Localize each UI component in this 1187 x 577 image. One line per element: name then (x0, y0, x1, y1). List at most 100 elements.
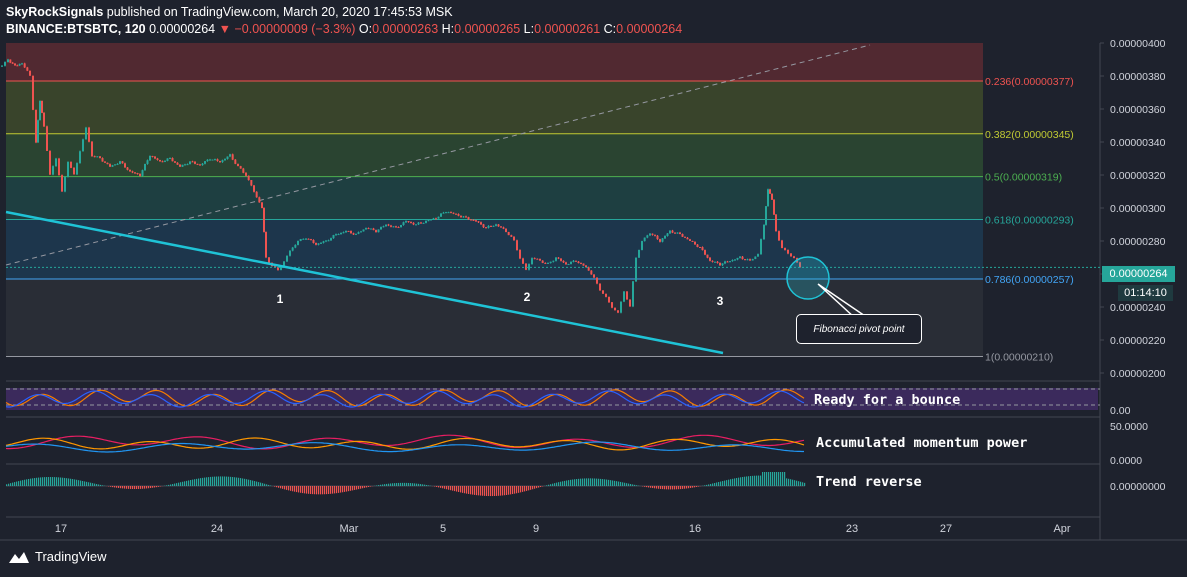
histogram-bar (58, 477, 60, 486)
histogram-bar (736, 478, 738, 486)
candle-body (587, 267, 590, 271)
candle-body (375, 230, 377, 233)
histogram-bar (490, 486, 492, 497)
candle-body (310, 239, 312, 241)
histogram-bar (342, 486, 344, 493)
histogram-bar (584, 478, 586, 486)
histogram-bar (726, 480, 728, 486)
histogram-bar (226, 476, 228, 486)
candle-body (470, 219, 472, 221)
histogram-bar (592, 478, 594, 486)
histogram-bar (682, 486, 684, 489)
candle-body (659, 239, 661, 242)
histogram-bar (224, 476, 226, 486)
histogram-bar (434, 486, 436, 487)
histogram-bar (672, 486, 674, 490)
histogram-bar (590, 478, 592, 486)
histogram-bar (350, 486, 352, 491)
candle-body (365, 228, 367, 230)
candle-body (392, 226, 395, 228)
histogram-bar (186, 480, 188, 486)
candle-body (457, 214, 460, 216)
candle-body (229, 154, 231, 157)
histogram-bar (596, 478, 598, 486)
histogram-bar (524, 486, 526, 492)
candle-body (315, 242, 317, 245)
histogram-bar (620, 481, 622, 486)
histogram-bar (384, 484, 386, 486)
histogram-bar (534, 486, 536, 489)
histogram-bar (134, 486, 136, 490)
callout-arrow (817, 283, 866, 319)
histogram-bar (256, 481, 258, 486)
histogram-bar (322, 486, 324, 495)
histogram-bar (390, 483, 392, 486)
histogram-bar (132, 486, 134, 489)
histogram-bar (142, 486, 144, 489)
trend-axis-label: 0.00000000 (1110, 481, 1166, 493)
histogram-bar (508, 486, 510, 495)
histogram-bar (606, 479, 608, 486)
histogram-bar (308, 486, 310, 494)
histogram-bar (724, 480, 726, 486)
histogram-bar (504, 486, 506, 496)
candle-body (415, 224, 417, 226)
candle-body (149, 155, 151, 161)
candle-body (435, 218, 437, 220)
histogram-bar (520, 486, 522, 493)
histogram-bar (282, 486, 284, 489)
candle-body (297, 240, 299, 245)
candle-body (16, 65, 19, 67)
candle-body (485, 227, 487, 229)
publisher-name[interactable]: SkyRockSignals (6, 5, 104, 19)
histogram-bar (102, 485, 104, 486)
histogram-bar (680, 486, 682, 490)
histogram-bar (400, 482, 402, 486)
histogram-bar (250, 480, 252, 486)
candle-body (161, 161, 164, 163)
candle-body (567, 263, 570, 265)
fib-level-label: 0.5(0.00000319) (985, 172, 1062, 184)
candle-body (76, 163, 78, 175)
histogram-bar (166, 485, 168, 486)
candle-body (726, 261, 729, 263)
candle-body (417, 222, 420, 225)
histogram-bar (774, 472, 776, 486)
candle-body (585, 265, 587, 268)
histogram-bar (666, 486, 668, 490)
histogram-bar (670, 486, 672, 490)
histogram-bar (484, 486, 486, 496)
candle-body (322, 241, 325, 243)
candle-body (405, 221, 407, 223)
candle-body (377, 229, 380, 233)
histogram-bar (28, 478, 30, 486)
histogram-bar (196, 478, 198, 486)
histogram-bar (792, 479, 794, 486)
candle-body (73, 167, 75, 175)
candle-body (101, 158, 104, 162)
histogram-bar (154, 486, 156, 488)
candle-body (166, 158, 169, 161)
candle-body (716, 261, 719, 263)
histogram-bar (314, 486, 316, 495)
candle-body (26, 67, 29, 71)
histogram-bar (692, 486, 694, 488)
histogram-bar (46, 477, 48, 486)
candle-body (560, 258, 562, 261)
candle-body (340, 232, 342, 235)
candle-body (61, 175, 63, 192)
histogram-bar (78, 480, 80, 486)
candle-body (400, 224, 402, 228)
fibonacci-callout[interactable]: Fibonacci pivot point (796, 314, 922, 344)
candle-body (234, 159, 237, 164)
candle-body (184, 164, 186, 166)
candle-body (714, 261, 716, 263)
histogram-bar (532, 486, 534, 490)
candle-body (679, 232, 681, 235)
candle-body (575, 260, 577, 262)
tradingview-brand[interactable]: TradingView (8, 549, 107, 564)
histogram-bar (76, 479, 78, 486)
candle-body (255, 191, 258, 198)
histogram-bar (36, 477, 38, 486)
histogram-bar (780, 472, 782, 486)
